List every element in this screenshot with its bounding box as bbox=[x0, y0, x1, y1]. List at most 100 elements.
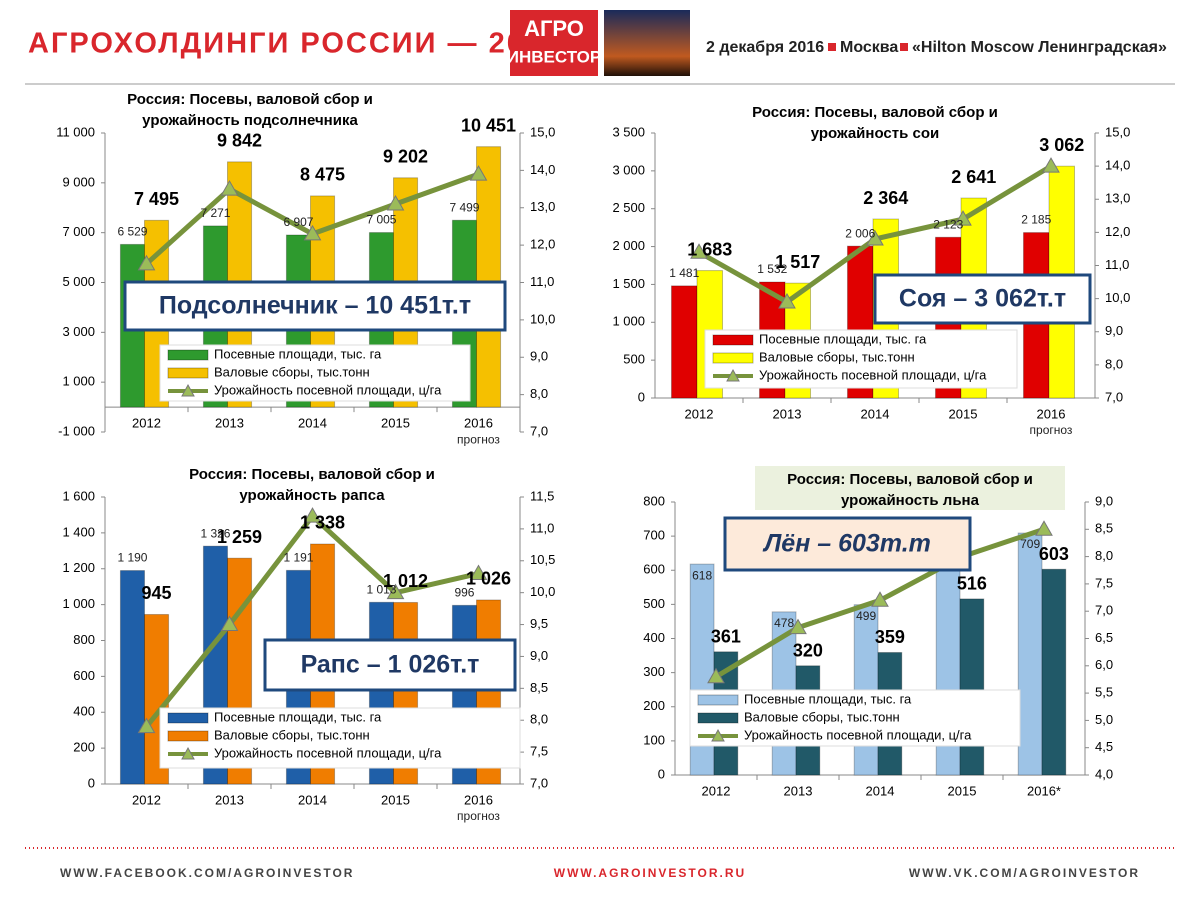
chart-title: Россия: Посевы, валовой сбор и bbox=[127, 91, 373, 108]
y-tick-label: 300 bbox=[643, 664, 665, 679]
y2-tick-label: 15,0 bbox=[1105, 124, 1130, 139]
y-tick-label: 800 bbox=[643, 493, 665, 508]
y-tick-label: 2 000 bbox=[612, 238, 645, 253]
y2-tick-label: 14,0 bbox=[1105, 158, 1130, 173]
bar bbox=[119, 570, 145, 785]
y-tick-label: 200 bbox=[643, 698, 665, 713]
legend-label: Урожайность посевной площади, ц/га bbox=[759, 367, 987, 382]
legend-label: Посевные площади, тыс. га bbox=[214, 346, 382, 361]
y2-tick-label: 12,0 bbox=[530, 237, 555, 252]
bar bbox=[476, 146, 502, 408]
x-tick-label: 2014 bbox=[861, 406, 890, 421]
legend-swatch bbox=[712, 352, 754, 364]
value-label: 478 bbox=[774, 616, 794, 630]
value-label: 7 499 bbox=[449, 200, 479, 214]
value-label: 6 907 bbox=[283, 215, 313, 229]
y2-tick-label: 5,5 bbox=[1095, 685, 1113, 700]
y-tick-label: 0 bbox=[88, 775, 95, 790]
line-marker bbox=[789, 618, 807, 635]
y-tick-label: 700 bbox=[643, 528, 665, 543]
annotation: Соя – 3 062т.т bbox=[899, 285, 1066, 313]
line-marker bbox=[303, 224, 322, 241]
y-tick-label: 1 000 bbox=[612, 314, 645, 329]
legend-swatch bbox=[697, 694, 739, 706]
y2-tick-label: 10,0 bbox=[530, 584, 555, 599]
line-marker bbox=[778, 292, 796, 309]
bar bbox=[670, 285, 698, 399]
bar bbox=[1041, 568, 1067, 776]
annotation-box bbox=[873, 273, 1092, 325]
y-tick-label: 0 bbox=[638, 389, 645, 404]
legend-box bbox=[704, 329, 1018, 389]
y2-tick-label: 10,5 bbox=[530, 552, 555, 567]
y-tick-label: 600 bbox=[643, 562, 665, 577]
legend-label: Урожайность посевной площади, ц/га bbox=[214, 382, 442, 397]
footer-left: WWW.FACEBOOK.COM/AGROINVESTOR bbox=[60, 866, 354, 880]
y-tick-label: 1 200 bbox=[62, 560, 95, 575]
x-tick-label: 2016 bbox=[464, 416, 493, 431]
y2-tick-label: 4,0 bbox=[1095, 766, 1113, 781]
y2-tick-label: 9,0 bbox=[1095, 493, 1113, 508]
legend-box bbox=[159, 707, 521, 769]
y-tick-label: 800 bbox=[73, 632, 95, 647]
value-label: 10 451 bbox=[461, 115, 516, 135]
value-label: 2 641 bbox=[951, 167, 996, 187]
legend-box bbox=[159, 344, 471, 402]
x-tick-label: 2012 bbox=[685, 406, 714, 421]
chart-title: Россия: Посевы, валовой сбор и bbox=[787, 471, 1033, 488]
value-label: 3 062 bbox=[1039, 135, 1084, 155]
y-tick-label: 7 000 bbox=[62, 224, 95, 239]
y2-tick-label: 11,0 bbox=[530, 274, 554, 289]
y-tick-label: 1 600 bbox=[62, 488, 95, 503]
annotation-box bbox=[123, 280, 507, 332]
legend-label: Урожайность посевной площади, ц/га bbox=[214, 745, 442, 760]
y2-tick-label: 8,0 bbox=[530, 712, 548, 727]
x-tick-label: 2016 bbox=[1037, 406, 1066, 421]
forecast-label: прогноз bbox=[1030, 423, 1073, 437]
y2-tick-label: 7,0 bbox=[1105, 389, 1123, 404]
x-tick-label: 2015 bbox=[948, 783, 977, 798]
value-label: 7 005 bbox=[366, 213, 396, 227]
y2-tick-label: 9,0 bbox=[1105, 323, 1123, 338]
value-label: 2 123 bbox=[933, 217, 963, 231]
line-marker bbox=[220, 180, 239, 196]
value-label: 499 bbox=[856, 609, 876, 623]
legend-label: Урожайность посевной площади, ц/га bbox=[744, 727, 972, 742]
value-label: 1 013 bbox=[366, 582, 396, 596]
annotation: Рапс – 1 026т.т bbox=[301, 651, 480, 679]
line-marker bbox=[386, 195, 405, 211]
value-label: 2 364 bbox=[863, 188, 908, 208]
y2-tick-label: 9,0 bbox=[530, 349, 548, 364]
header-date: 2 декабря 2016 bbox=[706, 39, 824, 56]
y-tick-label: 11 000 bbox=[56, 124, 95, 139]
x-tick-label: 2013 bbox=[784, 783, 813, 798]
legend-swatch bbox=[167, 367, 209, 379]
annotation-box bbox=[263, 638, 517, 692]
chart-title: Россия: Посевы, валовой сбор и bbox=[189, 466, 435, 483]
y2-tick-label: 4,5 bbox=[1095, 739, 1113, 754]
value-label: 1 259 bbox=[217, 527, 262, 547]
legend-box bbox=[689, 689, 1021, 747]
value-label: 1 191 bbox=[283, 551, 313, 565]
y2-tick-label: 9,0 bbox=[530, 648, 548, 663]
value-label: 1 481 bbox=[669, 266, 699, 280]
line-marker bbox=[469, 165, 488, 181]
legend-swatch bbox=[167, 349, 209, 361]
value-label: 9 842 bbox=[217, 131, 262, 151]
y2-tick-label: 8,5 bbox=[1095, 521, 1113, 536]
value-label: 945 bbox=[142, 583, 172, 603]
value-label: 603 bbox=[1039, 544, 1069, 564]
y2-tick-label: 6,0 bbox=[1095, 657, 1113, 672]
y2-tick-label: 9,5 bbox=[530, 616, 548, 631]
bullet bbox=[900, 43, 908, 51]
value-label: 1 326 bbox=[200, 526, 230, 540]
value-label: 361 bbox=[711, 627, 741, 647]
y-tick-label: 1 000 bbox=[62, 374, 95, 389]
y2-tick-label: 10,0 bbox=[530, 311, 555, 326]
legend-label: Посевные площади, тыс. га bbox=[214, 709, 382, 724]
y-tick-label: 5 000 bbox=[62, 274, 95, 289]
header-title: АГРОХОЛДИНГИ РОССИИ — 2016 bbox=[28, 28, 561, 60]
y2-tick-label: 8,0 bbox=[530, 386, 548, 401]
legend-swatch bbox=[697, 712, 739, 724]
